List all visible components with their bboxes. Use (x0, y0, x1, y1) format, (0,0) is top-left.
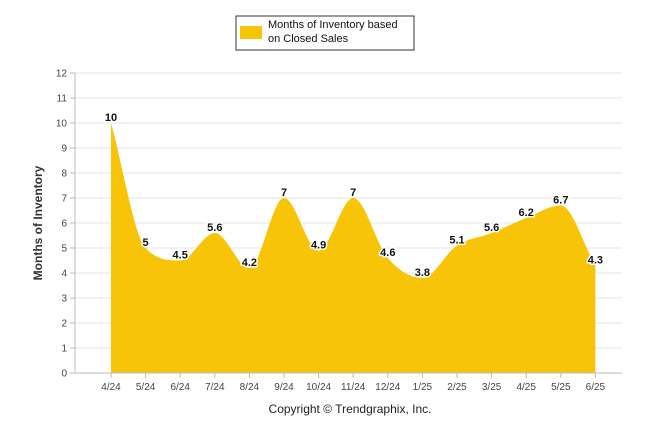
x-tick-label: 8/24 (240, 382, 260, 393)
y-tick-label: 10 (56, 119, 68, 130)
y-tick-label: 5 (61, 244, 67, 255)
data-label: 6.2 (519, 207, 534, 219)
legend: Months of Inventory based on Closed Sale… (235, 15, 415, 51)
y-tick-label: 3 (61, 294, 67, 305)
data-label: 4.6 (380, 247, 395, 259)
series-area (111, 123, 596, 373)
data-label: 5.1 (449, 235, 464, 247)
x-tick-label: 1/25 (413, 382, 433, 393)
copyright-text: Copyright © Trendgraphix, Inc. (269, 402, 432, 416)
x-tick-label: 5/25 (551, 382, 571, 393)
legend-box (235, 15, 415, 51)
y-tick-label: 4 (61, 269, 67, 280)
x-tick-label: 9/24 (274, 382, 294, 393)
data-labels: 10 5 4.5 5.6 4.2 7 4.9 7 4.6 3.8 5.1 5.6 6.2 6.7 4.3 (103, 111, 604, 281)
data-label: 6.7 (553, 195, 568, 207)
data-label: 5.6 (207, 222, 222, 234)
x-axis: 4/24 5/24 6/24 7/24 8/24 9/24 10/24 11/24 12/24 1… (75, 372, 622, 393)
x-tick-label: 4/24 (101, 382, 121, 393)
data-label: 5 (143, 237, 149, 249)
y-tick-label: 12 (56, 69, 68, 80)
y-tick-label: 0 (61, 369, 67, 380)
data-label: 4.2 (242, 257, 257, 269)
data-label: 4.9 (311, 240, 326, 252)
x-tick-label: 6/25 (586, 382, 606, 393)
legend-swatch (240, 26, 262, 39)
x-tick-label: 6/24 (170, 382, 190, 393)
data-label: 7 (281, 187, 287, 199)
x-tick-label: 10/24 (306, 382, 331, 393)
y-tick-label: 8 (61, 169, 67, 180)
y-tick-label: 9 (61, 144, 67, 155)
x-tick-label: 3/25 (482, 382, 502, 393)
data-label: 7 (350, 187, 356, 199)
y-tick-label: 11 (57, 94, 68, 105)
x-tick-label: 5/24 (136, 382, 156, 393)
x-tick-label: 11/24 (341, 382, 366, 393)
x-tick-label: 4/25 (516, 382, 536, 393)
y-tick-label: 2 (61, 319, 67, 330)
y-tick-label: 7 (61, 194, 67, 205)
y-axis-title: Months of Inventory (31, 165, 45, 280)
y-tick-label: 6 (61, 219, 67, 230)
x-tick-label: 2/25 (447, 382, 467, 393)
legend-label-line1: Months of Inventory based (268, 19, 398, 31)
data-label: 4.3 (588, 255, 603, 267)
data-label: 10 (105, 112, 117, 124)
x-tick-label: 12/24 (375, 382, 400, 393)
data-label: 4.5 (173, 250, 188, 262)
data-label: 5.6 (484, 222, 499, 234)
y-tick-label: 1 (61, 344, 67, 355)
legend-label-line2: on Closed Sales (268, 33, 349, 45)
x-tick-label: 7/24 (205, 382, 225, 393)
data-label: 3.8 (415, 267, 430, 279)
